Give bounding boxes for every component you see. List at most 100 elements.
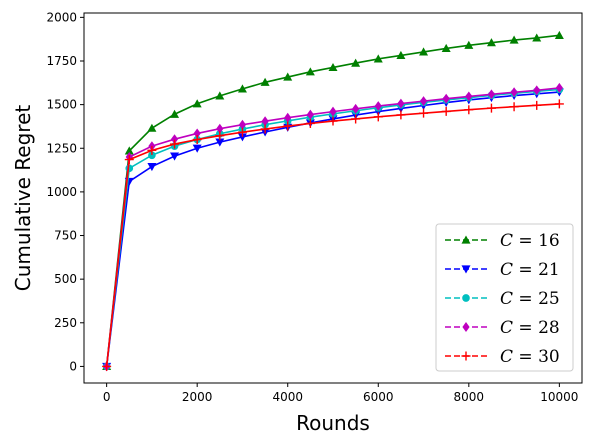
data-point <box>419 108 429 118</box>
data-point <box>260 77 270 86</box>
data-point <box>419 96 428 107</box>
data-point <box>215 131 225 141</box>
series-layer <box>102 30 564 372</box>
data-point <box>532 33 542 42</box>
y-axis: 0 250 500 750 1000 1250 1500 1750 2000 <box>46 10 84 373</box>
data-point <box>328 116 338 126</box>
legend-frame <box>435 223 574 372</box>
legend-label: C = 21 <box>500 260 560 280</box>
y-tick-label: 250 <box>54 316 77 330</box>
data-point <box>464 105 474 115</box>
y-tick-label: 2000 <box>46 10 77 24</box>
data-point <box>170 139 180 149</box>
data-point <box>215 91 225 100</box>
data-point <box>373 54 383 63</box>
series <box>102 30 564 371</box>
data-point <box>352 103 360 114</box>
legend-label: C = 30 <box>500 347 560 367</box>
data-point <box>509 102 519 112</box>
x-axis: 0 2000 4000 6000 8000 10000 <box>103 383 578 404</box>
x-axis-label: Rounds <box>296 411 370 435</box>
data-point <box>237 133 247 142</box>
data-point <box>374 101 382 111</box>
legend-item: C = 16 <box>445 231 560 251</box>
data-point <box>419 47 429 56</box>
data-point <box>328 62 338 72</box>
data-point <box>216 123 224 134</box>
data-point <box>148 151 156 160</box>
data-point <box>465 91 473 102</box>
y-tick-label: 1500 <box>46 98 77 112</box>
legend-label: C = 25 <box>500 289 560 309</box>
data-point <box>329 106 337 117</box>
data-point <box>396 50 406 60</box>
data-point <box>486 103 496 113</box>
data-point <box>261 116 269 127</box>
data-point <box>283 121 293 131</box>
data-point <box>351 58 361 67</box>
data-point <box>170 109 180 118</box>
data-point <box>351 114 361 124</box>
data-point <box>238 119 247 130</box>
data-point <box>487 89 496 100</box>
data-point <box>147 123 157 132</box>
data-point <box>510 87 518 98</box>
x-tick-label: 4000 <box>272 390 303 404</box>
data-point <box>193 128 201 139</box>
data-point <box>147 145 157 155</box>
data-point <box>102 361 112 371</box>
data-point <box>396 110 406 120</box>
data-point <box>555 82 563 93</box>
legend-item: C = 25 <box>445 289 560 309</box>
data-point <box>442 93 450 104</box>
data-point <box>305 67 315 76</box>
data-point <box>486 38 496 47</box>
legend-label: C = 28 <box>500 318 560 338</box>
series <box>102 99 564 371</box>
data-point <box>192 135 202 145</box>
data-point <box>441 106 451 116</box>
data-point <box>284 112 292 123</box>
y-tick-label: 0 <box>69 359 77 373</box>
data-point <box>192 99 202 108</box>
x-tick-label: 6000 <box>363 390 394 404</box>
data-point <box>509 35 519 44</box>
data-point <box>192 144 202 153</box>
y-tick-label: 750 <box>54 229 77 243</box>
data-point <box>462 294 470 302</box>
data-point <box>237 127 247 137</box>
y-tick-label: 1750 <box>46 54 77 68</box>
x-tick-label: 2000 <box>182 390 213 404</box>
data-point <box>124 146 134 155</box>
data-point <box>461 265 471 274</box>
data-point <box>260 124 270 134</box>
y-tick-label: 1250 <box>46 141 77 155</box>
y-tick-label: 1000 <box>46 185 77 199</box>
x-tick-label: 8000 <box>454 390 485 404</box>
legend: C = 16 C = 21 C = 25 C = 28 C = 30 <box>435 223 574 372</box>
data-point <box>237 84 247 93</box>
data-point <box>554 30 564 39</box>
data-point <box>373 112 383 122</box>
data-point <box>147 162 157 172</box>
data-point <box>462 322 470 332</box>
data-point <box>215 138 225 147</box>
plot-frame <box>83 12 583 384</box>
data-point <box>461 351 471 361</box>
y-tick-label: 500 <box>54 272 77 286</box>
data-point <box>533 85 541 96</box>
data-point <box>124 155 134 165</box>
x-tick-label: 0 <box>103 390 111 404</box>
data-point <box>532 100 542 110</box>
data-point <box>464 40 474 49</box>
legend-label: C = 16 <box>500 231 560 251</box>
data-point <box>397 98 405 109</box>
data-point <box>306 109 314 120</box>
data-point <box>170 152 180 161</box>
y-axis-label: Cumulative Regret <box>11 105 35 292</box>
legend-item: C = 21 <box>445 260 560 280</box>
data-point <box>441 43 451 53</box>
data-point <box>283 72 293 81</box>
x-tick-label: 10000 <box>540 390 578 404</box>
